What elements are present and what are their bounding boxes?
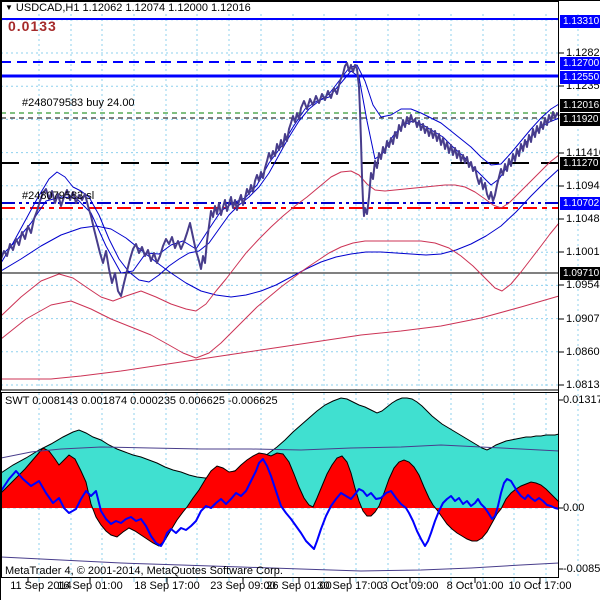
- series-crimson-slow: [1, 295, 560, 380]
- y-axis-label: 1.10480: [566, 213, 600, 225]
- price-badge: 1.12016: [560, 98, 600, 112]
- order-annotation-buy: #248079583 buy 24.00: [22, 97, 135, 109]
- swt-red-area-outline: [1, 447, 560, 547]
- y-axis-label: 1.08130: [566, 379, 600, 391]
- indicator-scale-label: 0.00: [563, 502, 585, 514]
- price-badge: 1.12700: [560, 56, 600, 70]
- order-annotation-sl: #248079583 sl: [22, 190, 95, 202]
- symbol-dropdown-icon[interactable]: ▼: [5, 3, 13, 12]
- y-axis-label: 1.09540: [566, 279, 600, 291]
- series-ma-fast-blue: [1, 70, 560, 274]
- series-price: [1, 62, 560, 297]
- y-axis-label: 1.09070: [566, 313, 600, 325]
- x-axis-label: 30 Sep 17:00: [317, 580, 383, 592]
- indicator-scale-label: -0.008549: [563, 563, 600, 575]
- swt-red-area: [1, 448, 559, 546]
- x-axis-label: 3 Oct 09:00: [381, 580, 439, 592]
- y-axis-label: 1.08600: [566, 346, 600, 358]
- indicator-scale-label: 0.013178: [563, 394, 600, 406]
- indicator-label: SWT 0.008143 0.001874 0.000235 0.006625 …: [5, 395, 278, 407]
- x-axis-label: 18 Sep 17:00: [134, 580, 200, 592]
- series-ma-slow-blue: [1, 168, 560, 298]
- x-axis-label: 26 Sep 01:00: [266, 580, 332, 592]
- price-badge: 1.13310: [560, 14, 600, 28]
- x-axis-label: 11 Sep 2014: [10, 580, 72, 592]
- price-badge: 1.12550: [560, 70, 600, 84]
- chart-title: ▼ USDCAD,H1 1.12062 1.12074 1.12000 1.120…: [5, 2, 251, 14]
- x-axis-label: 10 Oct 17:00: [508, 580, 572, 592]
- swt-oscillator-line: [1, 458, 560, 550]
- x-axis-label: 16 Sep 01:00: [57, 580, 123, 592]
- series-crimson-mid: [1, 222, 560, 359]
- swt-lower-envelope: [1, 556, 560, 572]
- x-axis-label: 23 Sep 09:00: [210, 580, 276, 592]
- swt-upper-envelope: [1, 444, 560, 459]
- y-axis-label: 1.11410: [566, 147, 600, 159]
- x-axis-label: 8 Oct 01:00: [446, 580, 504, 592]
- y-axis-label: 1.12820: [566, 47, 600, 59]
- price-badge: 1.11920: [560, 112, 600, 126]
- copyright-text: MetaTrader 4, © 2001-2014, MetaQuotes So…: [5, 565, 283, 577]
- price-badge: 1.10702: [560, 196, 600, 210]
- price-badge: 1.09710: [560, 266, 600, 280]
- spread-value: 0.0133: [8, 18, 57, 34]
- y-axis-label: 1.10940: [566, 180, 600, 192]
- y-axis-label: 1.10010: [566, 246, 600, 258]
- chart-title-text: USDCAD,H1 1.12062 1.12074 1.12000 1.1201…: [15, 2, 251, 14]
- series-crimson-fast: [1, 154, 560, 317]
- price-badge: 1.11270: [560, 156, 600, 170]
